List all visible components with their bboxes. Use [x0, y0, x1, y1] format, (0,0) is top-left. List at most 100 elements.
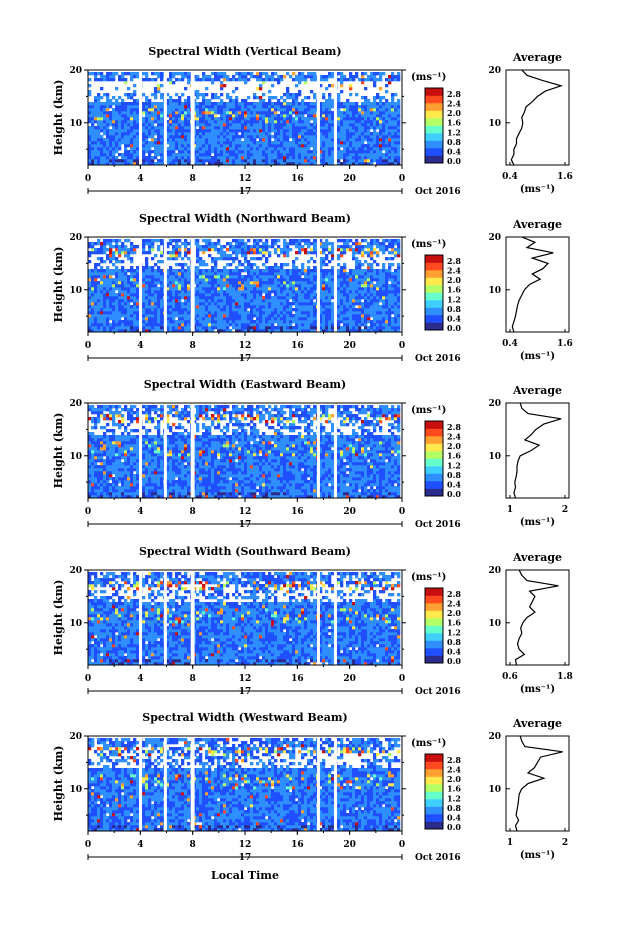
heatmap-cell [361, 278, 365, 282]
heatmap-cell [133, 84, 137, 88]
heatmap-cell [106, 299, 110, 303]
heatmap-cell [244, 284, 248, 288]
heatmap-cell [310, 135, 314, 139]
heatmap-cell [199, 311, 203, 315]
heatmap-cell [187, 162, 191, 166]
heatmap-cell [322, 93, 326, 97]
heatmap-cell [208, 287, 212, 291]
heatmap-cell [184, 308, 188, 312]
x-tick-label: 20 [343, 174, 356, 184]
heatmap-cell [238, 272, 242, 276]
heatmap-cell [259, 75, 263, 79]
heatmap-cell [352, 156, 356, 160]
heatmap-cell [256, 302, 260, 306]
heatmap-cell [376, 308, 380, 312]
heatmap-cell [361, 263, 365, 267]
heatmap-cell [385, 320, 389, 324]
heatmap-cell [361, 141, 365, 145]
heatmap-cell [184, 293, 188, 297]
heatmap-cell [244, 111, 248, 115]
heatmap-cell [103, 147, 107, 151]
heatmap-cell [133, 138, 137, 142]
heatmap-cell [109, 278, 113, 282]
heatmap-cell [355, 278, 359, 282]
heatmap-cell [154, 111, 158, 115]
heatmap-cell [328, 120, 332, 124]
heatmap-cell [178, 329, 182, 333]
heatmap-cell [199, 290, 203, 294]
heatmap-cell [355, 138, 359, 142]
heatmap-cell [235, 120, 239, 124]
heatmap-cell [262, 281, 266, 285]
heatmap-cell [130, 138, 134, 142]
heatmap-cell [352, 105, 356, 109]
heatmap-cell [283, 284, 287, 288]
heatmap-cell [259, 141, 263, 145]
heatmap-cell [229, 111, 233, 115]
heatmap-cell [148, 147, 152, 151]
heatmap-cell [172, 287, 176, 291]
heatmap-cell [88, 275, 92, 279]
heatmap-cell [238, 141, 242, 145]
heatmap-cell [391, 120, 395, 124]
heatmap-cell [196, 153, 200, 157]
heatmap-cell [319, 153, 323, 157]
heatmap-cell [184, 326, 188, 330]
heatmap-cell [130, 305, 134, 309]
heatmap-cell [196, 260, 200, 264]
heatmap-cell [250, 329, 254, 333]
heatmap-cell [364, 293, 368, 297]
heatmap-cell [325, 269, 329, 273]
heatmap-cell [310, 132, 314, 136]
heatmap-cell [301, 141, 305, 145]
heatmap-cell [301, 78, 305, 82]
heatmap-cell [223, 323, 227, 327]
heatmap-cell [166, 293, 170, 297]
heatmap-cell [232, 299, 236, 303]
heatmap-cell [205, 78, 209, 82]
heatmap-cell [328, 111, 332, 115]
heatmap-cell [175, 153, 179, 157]
heatmap-cell [295, 296, 299, 300]
heatmap-cell [262, 314, 266, 318]
heatmap-cell [322, 263, 326, 267]
heatmap-cell [175, 272, 179, 276]
heatmap-cell [235, 254, 239, 258]
heatmap-cell [343, 323, 347, 327]
heatmap-cell [130, 290, 134, 294]
heatmap-cell [250, 129, 254, 133]
heatmap-cell [238, 102, 242, 106]
heatmap-cell [331, 302, 335, 306]
heatmap-cell [223, 284, 227, 288]
heatmap-cell [295, 114, 299, 118]
heatmap-cell [238, 317, 242, 321]
heatmap-cell [145, 132, 149, 136]
heatmap-cell [196, 102, 200, 106]
heatmap-cell [280, 114, 284, 118]
heatmap-cell [331, 132, 335, 136]
heatmap-cell [172, 272, 176, 276]
heatmap-cell [301, 102, 305, 106]
heatmap-cell [319, 317, 323, 321]
heatmap-cell [391, 287, 395, 291]
heatmap-cell [127, 308, 131, 312]
heatmap-cell [235, 323, 239, 327]
heatmap-cell [343, 153, 347, 157]
heatmap-cell [202, 108, 206, 112]
heatmap-cell [277, 138, 281, 142]
heatmap-cell [373, 329, 377, 333]
heatmap-cell [109, 257, 113, 261]
heatmap-cell [166, 162, 170, 166]
heatmap-cell [223, 293, 227, 297]
heatmap-cell [205, 117, 209, 121]
heatmap-cell [373, 293, 377, 297]
heatmap-cell [274, 111, 278, 115]
heatmap-cell [94, 129, 98, 133]
heatmap-cell [94, 323, 98, 327]
heatmap-cell [124, 272, 128, 276]
heatmap-cell [94, 263, 98, 267]
heatmap-cell [319, 156, 323, 160]
heatmap-cell [277, 153, 281, 157]
heatmap-cell [361, 78, 365, 82]
heatmap-cell [244, 159, 248, 163]
